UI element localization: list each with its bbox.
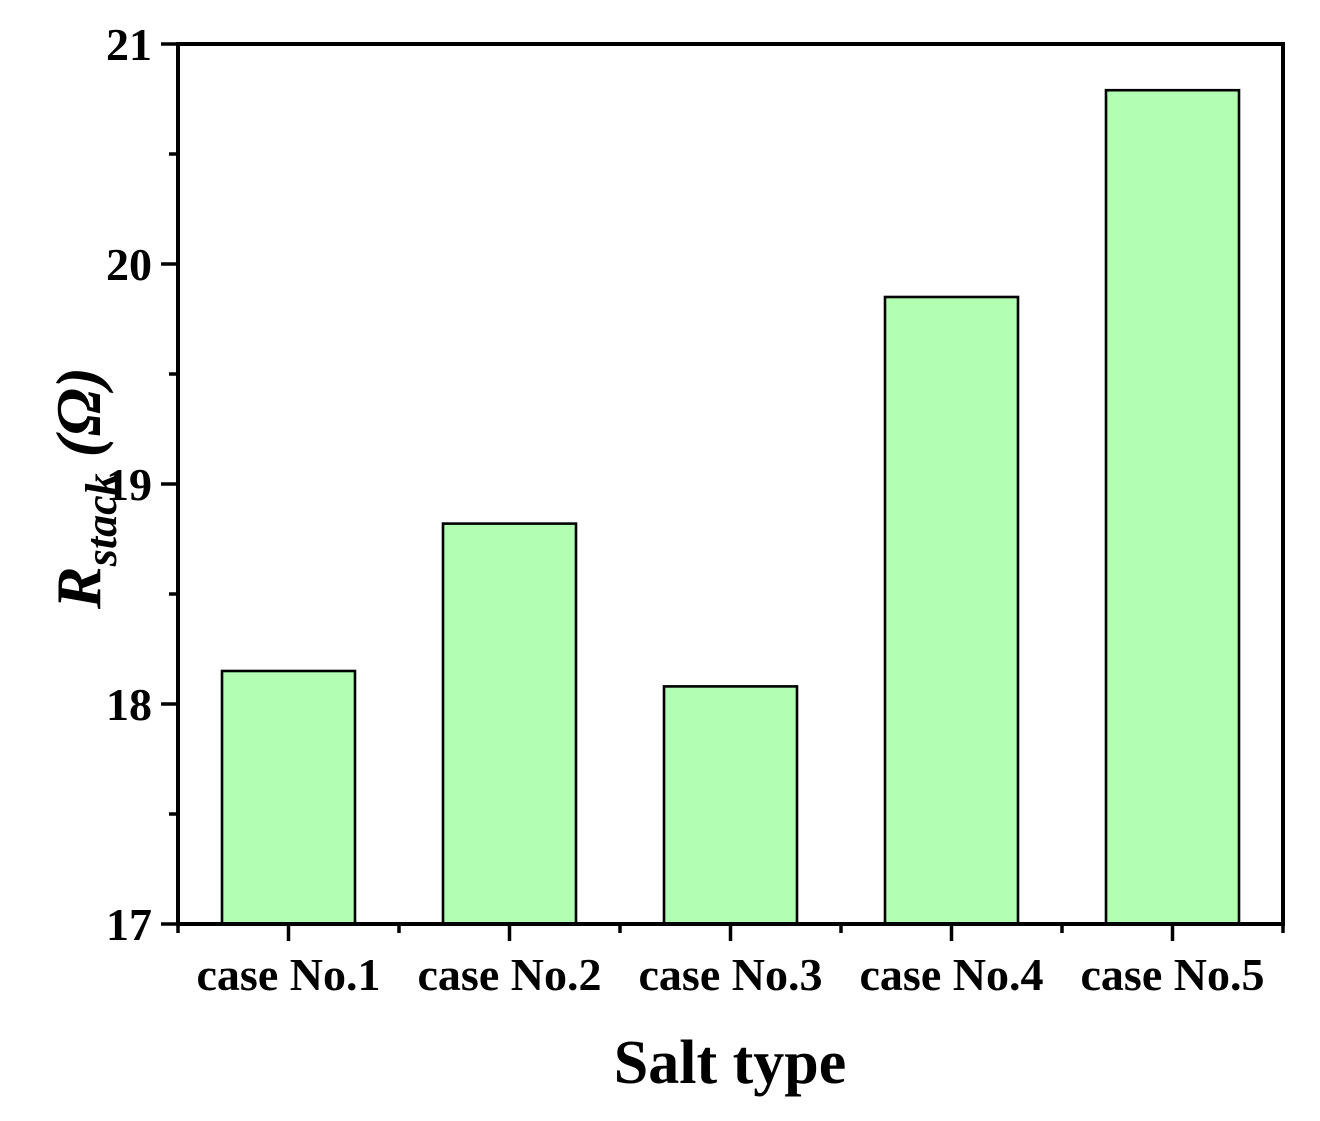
bar xyxy=(441,522,578,926)
y-tick-label: 18 xyxy=(106,679,152,730)
x-axis-title: Salt type xyxy=(614,1029,847,1097)
y-tick-label: 17 xyxy=(106,899,152,950)
bar xyxy=(883,295,1020,926)
y-tick-label: 19 xyxy=(106,459,152,510)
y-tick-label: 21 xyxy=(106,19,152,70)
x-tick-label: case No.5 xyxy=(1081,949,1265,1000)
y-axis-title-subscript: stack xyxy=(77,473,126,567)
bar xyxy=(662,685,799,926)
bar xyxy=(1104,88,1241,926)
x-tick-label: case No.3 xyxy=(639,949,823,1000)
y-axis-title-symbol: R xyxy=(43,566,114,610)
bars-group xyxy=(220,88,1241,926)
y-axis-title: Rstack (Ω) xyxy=(43,367,126,610)
y-tick-label: 20 xyxy=(106,239,152,290)
x-tick-label: case No.4 xyxy=(860,949,1044,1000)
plot-frame xyxy=(176,42,1285,926)
y-axis-title-unit: (Ω) xyxy=(43,367,114,457)
y-axis-ticks: 17 18 19 20 21 xyxy=(106,19,178,950)
x-tick-label: case No.1 xyxy=(197,949,381,1000)
x-axis-ticks: case No.1 case No.2 case No.3 case No.4 case… xyxy=(176,924,1285,1000)
bar xyxy=(220,669,357,926)
x-tick-label: case No.2 xyxy=(418,949,602,1000)
